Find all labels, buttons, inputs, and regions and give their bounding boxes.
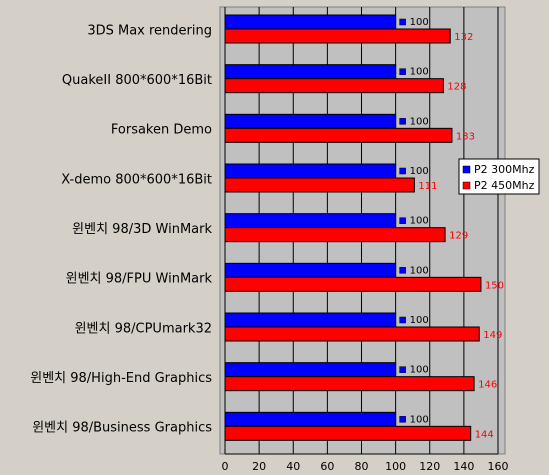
x-tick-label: 140 xyxy=(453,460,474,473)
data-label-marker xyxy=(399,366,406,373)
bar-p2-450 xyxy=(224,376,475,392)
data-label: 100 xyxy=(410,414,429,425)
data-label-marker xyxy=(399,217,406,224)
x-tick-label: 40 xyxy=(286,460,300,473)
data-label-marker xyxy=(399,267,406,274)
data-label: 133 xyxy=(456,131,475,142)
bar-p2-300 xyxy=(224,14,397,30)
bar-p2-300 xyxy=(224,163,397,179)
bar-p2-300 xyxy=(224,411,397,427)
bar-p2-450 xyxy=(224,127,453,143)
category-label: 3DS Max rendering xyxy=(87,23,212,38)
x-tick-label: 80 xyxy=(355,460,369,473)
legend-box xyxy=(458,158,540,195)
data-label: 100 xyxy=(410,116,429,127)
legend-label-1: P2 300Mhz xyxy=(474,163,535,176)
x-tick-label: 120 xyxy=(419,460,440,473)
data-label: 100 xyxy=(410,315,429,326)
data-label-marker xyxy=(399,416,406,423)
data-label: 100 xyxy=(410,365,429,376)
data-label-marker xyxy=(399,167,406,175)
legend-swatch-2 xyxy=(462,181,471,190)
data-label-marker xyxy=(399,316,406,324)
data-label: 144 xyxy=(475,429,494,440)
category-label: 윈벤치 98/High-End Graphics xyxy=(30,371,212,386)
data-label: 132 xyxy=(454,32,473,43)
legend-swatch-1 xyxy=(462,165,471,174)
category-label: 윈벤치 98/Business Graphics xyxy=(32,421,212,436)
x-tick-label: 0 xyxy=(222,460,229,473)
category-label: Forsaken Demo xyxy=(111,123,212,138)
x-tick-label: 160 xyxy=(488,460,509,473)
data-label-marker xyxy=(399,68,406,75)
legend-label-2: P2 450Mhz xyxy=(474,179,535,192)
bar-p2-450 xyxy=(224,425,472,441)
data-label: 150 xyxy=(485,280,504,291)
x-tick-label: 60 xyxy=(320,460,334,473)
category-label: QuakeII 800*600*16Bit xyxy=(62,73,212,88)
data-label: 100 xyxy=(410,166,429,177)
data-label: 149 xyxy=(483,330,502,341)
bar-p2-450 xyxy=(224,78,444,94)
data-label: 100 xyxy=(410,67,429,78)
bar-p2-450 xyxy=(224,276,482,292)
bar-p2-300 xyxy=(224,312,397,328)
category-label: 윈벤치 98/3D WinMark xyxy=(72,222,212,237)
data-label: 146 xyxy=(478,380,497,391)
bar-p2-450 xyxy=(224,227,446,243)
x-tick-label: 20 xyxy=(252,460,266,473)
category-label: 윈벤치 98/FPU WinMark xyxy=(66,272,213,287)
bar-p2-300 xyxy=(224,262,397,278)
category-label: X-demo 800*600*16Bit xyxy=(61,172,212,187)
bar-p2-300 xyxy=(224,213,397,229)
data-label-marker xyxy=(399,118,406,125)
data-label: 100 xyxy=(410,17,429,28)
legend: P2 300Mhz P2 450Mhz xyxy=(458,158,540,195)
x-tick-label: 100 xyxy=(385,460,406,473)
category-label: 윈벤치 98/CPUmark32 xyxy=(75,321,212,336)
bar-p2-300 xyxy=(224,64,397,80)
bar-p2-450 xyxy=(224,326,480,342)
data-label: 111 xyxy=(418,181,437,192)
bar-p2-450 xyxy=(224,28,451,44)
data-label: 100 xyxy=(410,265,429,276)
bar-p2-300 xyxy=(224,113,397,129)
data-label-marker xyxy=(399,18,406,26)
data-label: 128 xyxy=(447,82,466,93)
data-label: 100 xyxy=(410,216,429,227)
bar-p2-450 xyxy=(224,177,415,193)
data-label: 129 xyxy=(449,231,468,242)
bar-p2-300 xyxy=(224,362,397,378)
